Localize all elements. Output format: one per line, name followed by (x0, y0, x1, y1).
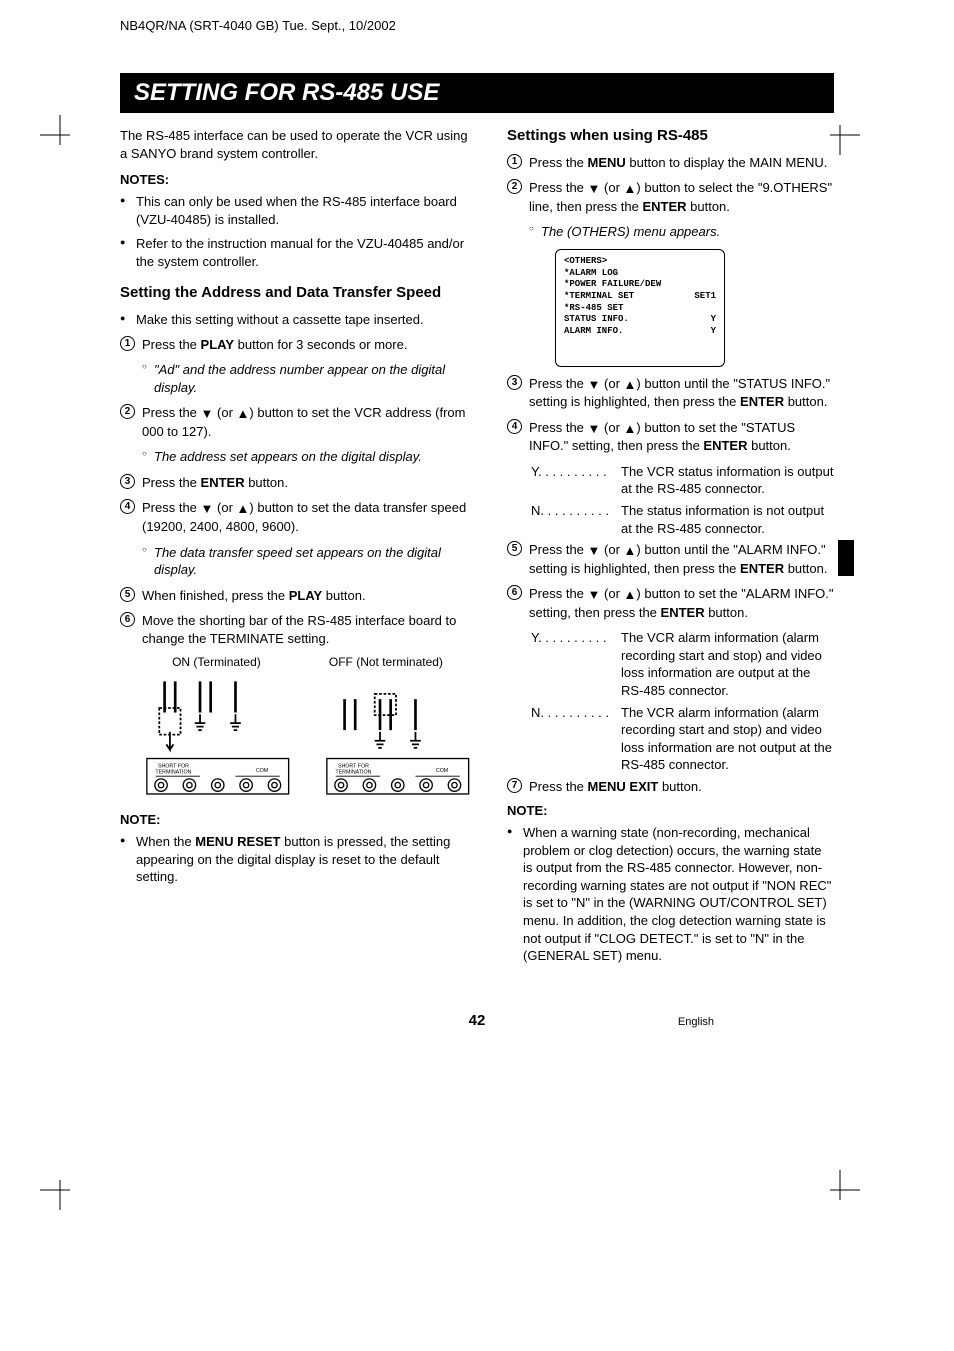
up-arrow-icon: ▲ (624, 180, 637, 198)
left-bullet: Make this setting without a cassette tap… (120, 311, 477, 329)
right-step-1: 1 Press the MENU button to display the M… (507, 154, 834, 172)
left-sub-4: The data transfer speed set appears on t… (120, 544, 477, 579)
others-menu-box: <OTHERS> *ALARM LOG *POWER FAILURE/DEW *… (555, 249, 725, 367)
crop-mark-tr (820, 115, 860, 155)
term-fig-off: SHORT FOR TERMINATION COM (318, 677, 478, 804)
right-step-3: 3 Press the ▼ (or ▲) button until the "S… (507, 375, 834, 411)
up-arrow-icon: ▲ (624, 376, 637, 394)
down-arrow-icon: ▼ (588, 420, 601, 438)
left-note-label: NOTE: (120, 812, 477, 827)
right-section-head: Settings when using RS-485 (507, 127, 834, 146)
svg-text:COM: COM (435, 768, 447, 774)
notes-label: NOTES: (120, 172, 477, 187)
right-step-5: 5 Press the ▼ (or ▲) button until the "A… (507, 541, 834, 577)
left-sub-1: "Ad" and the address number appear on th… (120, 361, 477, 396)
left-bottom-note: When the MENU RESET button is pressed, t… (120, 833, 477, 886)
up-arrow-icon: ▲ (237, 405, 250, 423)
svg-text:SHORT FOR: SHORT FOR (337, 764, 368, 770)
page-title: SETTING FOR RS-485 USE (120, 73, 834, 113)
down-arrow-icon: ▼ (201, 405, 214, 423)
intro-text: The RS-485 interface can be used to oper… (120, 127, 477, 162)
top-note-2: Refer to the instruction manual for the … (120, 235, 477, 270)
left-step-1: 1 Press the PLAY button for 3 seconds or… (120, 336, 477, 354)
terminate-labels: ON (Terminated) OFF (Not terminated) (138, 655, 477, 669)
right-sub-2: The (OTHERS) menu appears. (507, 223, 834, 241)
menu-title: <OTHERS> (564, 256, 716, 268)
up-arrow-icon: ▲ (624, 420, 637, 438)
top-note-1: This can only be used when the RS-485 in… (120, 193, 477, 228)
down-arrow-icon: ▼ (588, 180, 601, 198)
right-step-2: 2 Press the ▼ (or ▲) button to select th… (507, 179, 834, 215)
left-step-3: 3 Press the ENTER button. (120, 474, 477, 492)
svg-text:SHORT FOR: SHORT FOR (158, 764, 189, 770)
left-step-2: 2 Press the ▼ (or ▲) button to set the V… (120, 404, 477, 440)
header-line: NB4QR/NA (SRT-4040 GB) Tue. Sept., 10/20… (0, 0, 954, 33)
left-step-6: 6 Move the shorting bar of the RS-485 in… (120, 612, 477, 647)
svg-text:COM: COM (256, 768, 268, 774)
right-bottom-note: When a warning state (non-recording, mec… (507, 824, 834, 964)
up-arrow-icon: ▲ (237, 500, 250, 518)
left-column: The RS-485 interface can be used to oper… (120, 127, 477, 972)
down-arrow-icon: ▼ (588, 586, 601, 604)
down-arrow-icon: ▼ (201, 500, 214, 518)
down-arrow-icon: ▼ (588, 542, 601, 560)
crop-mark-br (820, 1170, 860, 1210)
left-step-5: 5 When finished, press the PLAY button. (120, 587, 477, 605)
right-step-4: 4 Press the ▼ (or ▲) button to set the "… (507, 419, 834, 455)
language-label: English (678, 1016, 714, 1028)
right-step-6: 6 Press the ▼ (or ▲) button to set the "… (507, 585, 834, 621)
left-section-head: Setting the Address and Data Transfer Sp… (120, 284, 477, 303)
terminate-figures: SHORT FOR TERMINATION COM (138, 677, 477, 804)
right-column: Settings when using RS-485 1 Press the M… (507, 127, 834, 972)
right-note-label: NOTE: (507, 803, 834, 818)
right-step-7: 7 Press the MENU EXIT button. (507, 778, 834, 796)
left-step-4: 4 Press the ▼ (or ▲) button to set the d… (120, 499, 477, 535)
s6-n-row: N. . . . . . . . . .The VCR alarm inform… (507, 704, 834, 774)
left-sub-2: The address set appears on the digital d… (120, 448, 477, 466)
term-on-label: ON (Terminated) (172, 655, 261, 669)
down-arrow-icon: ▼ (588, 376, 601, 394)
up-arrow-icon: ▲ (624, 586, 637, 604)
svg-text:TERMINATION: TERMINATION (335, 770, 371, 776)
svg-text:TERMINATION: TERMINATION (155, 770, 191, 776)
up-arrow-icon: ▲ (624, 542, 637, 560)
s6-y-row: Y. . . . . . . . . .The VCR alarm inform… (507, 629, 834, 699)
term-fig-on: SHORT FOR TERMINATION COM (138, 677, 298, 804)
s4-y-row: Y. . . . . . . . . .The VCR status infor… (507, 463, 834, 498)
page-number: 42 (120, 1012, 834, 1029)
side-tab (838, 540, 854, 576)
s4-n-row: N. . . . . . . . . .The status informati… (507, 502, 834, 537)
crop-mark-tl (40, 115, 80, 155)
term-off-label: OFF (Not terminated) (329, 655, 443, 669)
crop-mark-bl (40, 1170, 80, 1210)
